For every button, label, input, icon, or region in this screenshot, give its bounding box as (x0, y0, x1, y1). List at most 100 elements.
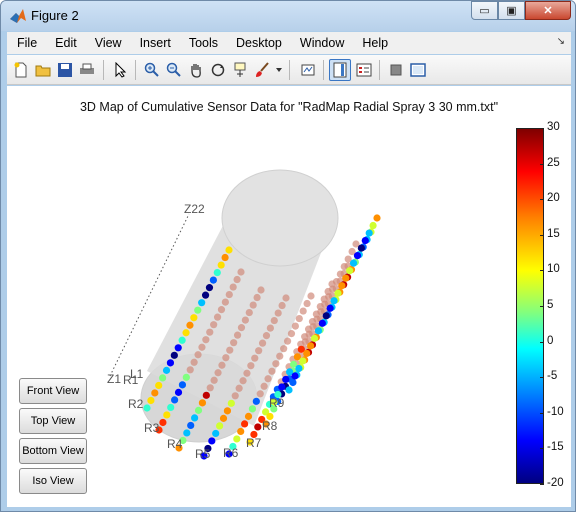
menu-overflow-arrow-icon[interactable]: ↘ (556, 36, 565, 47)
sensor-dot (163, 411, 171, 419)
sensor-dot (321, 300, 329, 308)
link-plot-icon[interactable] (297, 59, 319, 81)
menu-desktop[interactable]: Desktop (236, 36, 282, 50)
menu-edit[interactable]: Edit (55, 36, 77, 50)
select-arrow-icon[interactable] (109, 59, 131, 81)
sensor-dot (260, 382, 268, 390)
sensor-dot (230, 339, 238, 347)
sensor-dot (198, 343, 206, 351)
menu-help[interactable]: Help (362, 36, 389, 50)
sensor-dot (373, 214, 381, 222)
sensor-dot (159, 418, 167, 427)
sensor-dot (349, 259, 358, 267)
colorbar-tick-mark (540, 412, 544, 414)
sensor-dot (198, 399, 207, 407)
zoom-in-icon[interactable] (141, 59, 163, 81)
data-cursor-icon[interactable] (229, 59, 251, 81)
iso-view-button[interactable]: Iso View (19, 468, 87, 494)
sensor-dot (212, 429, 220, 438)
minimize-button[interactable]: ▭ (471, 1, 498, 20)
sensor-dot (200, 452, 208, 460)
restore-button[interactable]: ▣ (498, 1, 525, 20)
open-file-icon[interactable] (32, 59, 54, 81)
colorbar[interactable] (516, 128, 544, 484)
colorbar-tick-label: -5 (547, 370, 558, 383)
rotate-3d-icon[interactable] (207, 59, 229, 81)
sensor-dot (233, 331, 242, 339)
sensor-dot (244, 412, 253, 420)
sensor-dot (151, 389, 159, 397)
close-button[interactable]: ✕ (525, 1, 571, 20)
brush-dropdown-icon[interactable] (273, 59, 285, 81)
sensor-dot (233, 435, 241, 443)
sensor-dot (166, 359, 175, 367)
sensor-dot (223, 407, 232, 415)
colorbar-tick-label: 5 (547, 299, 554, 311)
top-view-button[interactable]: Top View (19, 408, 87, 434)
sensor-dot (216, 422, 224, 430)
sensor-dot (287, 330, 296, 338)
sensor-dot (353, 252, 362, 260)
sensor-dot (274, 390, 282, 399)
sensor-dot (266, 412, 274, 421)
brush-icon[interactable] (251, 59, 273, 81)
sensor-dot (222, 354, 230, 362)
sensor-dot (225, 246, 233, 254)
menu-window[interactable]: Window (299, 36, 345, 50)
sensor-dot (295, 364, 303, 373)
label-r3: R3 (144, 421, 160, 435)
print-icon[interactable] (76, 59, 98, 81)
legend-icon[interactable] (353, 59, 375, 81)
sensor-dot (334, 289, 342, 297)
sensor-dot (202, 336, 210, 344)
sensor-dot (202, 391, 210, 399)
minimize-icon: ▭ (479, 5, 490, 17)
menu-bar: File Edit View Insert Tools Desktop Wind… (7, 32, 571, 54)
colorbar-tick-mark (540, 484, 544, 485)
sensor-dot (280, 345, 288, 353)
sensor-dot (167, 403, 175, 412)
front-view-button[interactable]: Front View (19, 378, 87, 404)
sensor-dot (278, 301, 286, 310)
sensor-dot (352, 240, 360, 248)
sensor-dot (305, 330, 313, 338)
new-figure-icon[interactable] (10, 59, 32, 81)
colorbar-tick-mark (540, 377, 544, 379)
save-icon[interactable] (54, 59, 76, 81)
colorbar-icon[interactable] (329, 59, 351, 81)
bottom-view-button[interactable]: Bottom View (19, 438, 87, 464)
pan-hand-icon[interactable] (185, 59, 207, 81)
sensor-dot (346, 267, 354, 275)
sensor-dot (213, 268, 221, 277)
sensor-dot (276, 352, 284, 360)
sensor-dot (225, 290, 233, 299)
sensor-dot (252, 397, 260, 405)
sensor-dot (253, 293, 261, 302)
dock-icon[interactable] (407, 59, 429, 81)
menu-file[interactable]: File (17, 36, 38, 50)
sensor-dot (291, 372, 299, 380)
sensor-dot (208, 437, 216, 445)
sensor-dot (344, 255, 352, 263)
title-bar[interactable]: Figure 2 ▭ ▣ ✕ (1, 1, 575, 31)
sensor-dot (340, 262, 348, 271)
menu-insert[interactable]: Insert (139, 36, 171, 50)
plot-3d-axes[interactable]: Z22 Z1 R1 L1 R2 R3 R4 R5 R6 R7 R8 R9 (7, 86, 507, 507)
label-z1: Z1 (107, 372, 121, 386)
sensor-dot (179, 436, 187, 445)
label-r8: R8 (262, 419, 278, 433)
sensor-dot (206, 328, 214, 336)
sensor-dot (210, 376, 218, 384)
colorbar-tick-mark (540, 306, 544, 307)
toolbar (7, 55, 571, 85)
figure-canvas[interactable]: 3D Map of Cumulative Sensor Data for "Ra… (7, 86, 571, 507)
hide-tools-icon[interactable] (385, 59, 407, 81)
zoom-out-icon[interactable] (163, 59, 185, 81)
sensor-dot (178, 336, 186, 344)
sensor-dot (268, 367, 276, 375)
sensor-dot (237, 324, 246, 332)
menu-tools[interactable]: Tools (188, 36, 219, 50)
sensor-dot (303, 349, 311, 358)
sensor-dot (256, 390, 264, 398)
menu-view[interactable]: View (94, 36, 122, 50)
